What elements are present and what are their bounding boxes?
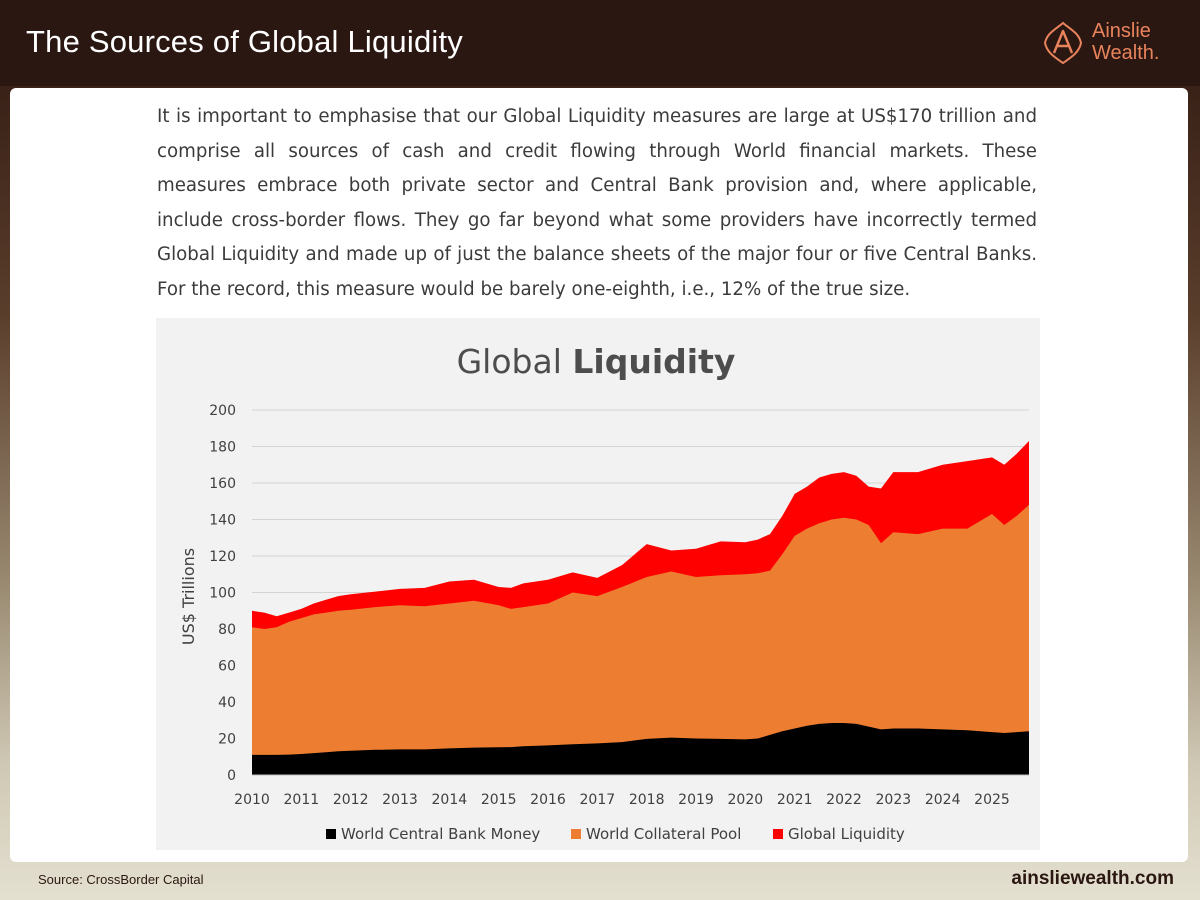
chart-area: Global Liquidity 0 20 40 60 80 100 120 140 160 18… — [156, 318, 1040, 850]
logo-line2: Wealth. — [1092, 42, 1160, 64]
x-tick-label: 2024 — [925, 792, 961, 808]
x-tick-label: 2013 — [382, 792, 418, 808]
ainslie-logo-icon — [1043, 21, 1083, 65]
y-axis-label: US$ Trillions — [179, 548, 198, 645]
x-tick-label: 2022 — [826, 792, 862, 808]
x-tick-label: 2023 — [876, 792, 912, 808]
legend-swatch — [773, 829, 783, 839]
x-tick-label: 2021 — [777, 792, 813, 808]
y-tick-label: 20 — [218, 732, 236, 748]
legend-swatch — [326, 829, 336, 839]
global-liquidity-chart: 0 20 40 60 80 100 120 140 160 180 200 2010 2011 2012 2… — [179, 403, 1029, 843]
logo-line1: Ainslie — [1092, 20, 1151, 42]
x-tick-label: 2019 — [678, 792, 714, 808]
y-tick-label: 0 — [227, 768, 236, 784]
legend-swatch — [571, 829, 581, 839]
x-tick-label: 2017 — [580, 792, 616, 808]
y-tick-label: 180 — [209, 440, 236, 456]
y-tick-label: 160 — [209, 476, 236, 492]
y-tick-label: 200 — [209, 403, 236, 419]
x-tick-label: 2016 — [530, 792, 566, 808]
y-tick-label: 60 — [218, 659, 236, 675]
legend-label: World Central Bank Money — [341, 825, 540, 843]
chart-title: Global Liquidity — [156, 342, 1036, 381]
x-tick-label: 2010 — [234, 792, 270, 808]
website-link[interactable]: ainsliewealth.com — [1011, 868, 1174, 889]
legend-label: Global Liquidity — [788, 825, 905, 843]
x-tick-label: 2014 — [432, 792, 468, 808]
area-series-0 — [252, 723, 1029, 775]
y-tick-label: 120 — [209, 549, 236, 565]
x-tick-label: 2011 — [284, 792, 320, 808]
x-tick-label: 2012 — [333, 792, 369, 808]
x-tick-label: 2015 — [481, 792, 517, 808]
content-panel: It is important to emphasise that our Gl… — [10, 88, 1188, 862]
chart-title-bold: Liquidity — [572, 342, 736, 381]
intro-paragraph: It is important to emphasise that our Gl… — [157, 106, 1037, 300]
legend-label: World Collateral Pool — [586, 825, 741, 843]
y-tick-label: 100 — [209, 586, 236, 602]
y-tick-label: 140 — [209, 513, 236, 529]
y-tick-label: 40 — [218, 695, 236, 711]
y-tick-label: 80 — [218, 622, 236, 638]
area-series-1 — [252, 504, 1029, 775]
page-title: The Sources of Global Liquidity — [26, 24, 463, 59]
ainslie-logo[interactable]: Ainslie Wealth. — [1040, 18, 1180, 70]
chart-title-regular: Global — [456, 342, 562, 381]
x-tick-label: 2020 — [728, 792, 764, 808]
source-note: Source: CrossBorder Capital — [38, 872, 204, 887]
header-bar: The Sources of Global Liquidity Ainslie … — [0, 0, 1200, 86]
x-tick-label: 2025 — [974, 792, 1010, 808]
x-tick-label: 2018 — [629, 792, 665, 808]
